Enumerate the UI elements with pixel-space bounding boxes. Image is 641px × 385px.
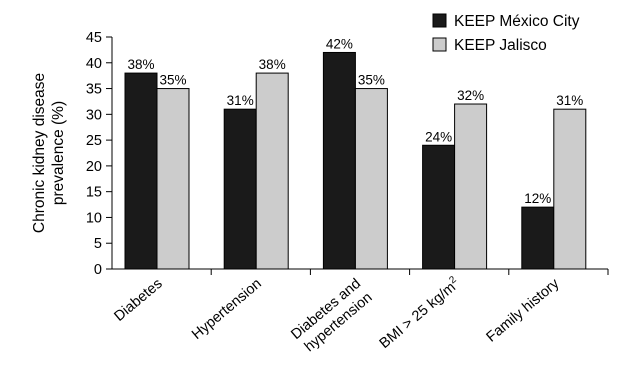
category-label-line: Hypertension — [189, 276, 265, 343]
bar-mexico-city — [223, 108, 257, 270]
y-axis: 0 5 10 15 20 25 30 35 40 45 — [86, 30, 113, 278]
y-tick-label: 15 — [86, 185, 102, 201]
legend-label: KEEP México City — [454, 13, 580, 30]
category-label-line: Family history — [484, 275, 563, 345]
y-tick-label: 40 — [86, 56, 102, 72]
data-label: 38% — [259, 57, 286, 72]
category-labels: Diabetes Hypertension Diabetes andhyperten… — [111, 274, 563, 357]
data-label: 12% — [524, 191, 551, 206]
category-label: Diabetes andhypertension — [288, 276, 375, 357]
y-tick-label: 30 — [86, 107, 102, 123]
legend-swatch — [432, 37, 447, 52]
y-axis-title-line: prevalence (%) — [50, 101, 67, 205]
category-label-line: Diabetes — [111, 276, 165, 325]
bars — [124, 51, 587, 270]
bar-jalisco — [454, 103, 488, 270]
bar-jalisco — [255, 72, 289, 270]
bar-jalisco — [156, 88, 190, 270]
data-labels: 38% 35% 31% 38% 42% 35% 24% 32% 12% 31% — [127, 36, 583, 206]
y-axis-title-text: Chronic kidney disease prevalence (%) — [31, 73, 67, 233]
category-label: Family history — [484, 275, 563, 345]
y-tick-label: 45 — [86, 30, 102, 46]
bar-mexico-city — [521, 206, 555, 270]
data-label: 31% — [227, 93, 254, 108]
y-tick-label: 35 — [86, 82, 102, 98]
data-label: 31% — [556, 93, 583, 108]
y-axis-title-line: Chronic kidney disease — [31, 73, 48, 233]
data-label: 35% — [159, 73, 186, 88]
y-tick-label: 0 — [94, 262, 102, 278]
bar-mexico-city — [322, 51, 356, 270]
data-label: 35% — [358, 73, 385, 88]
bar-jalisco — [354, 88, 388, 270]
category-label: Hypertension — [189, 276, 265, 343]
data-label: 24% — [425, 129, 452, 144]
y-tick-label: 5 — [94, 236, 102, 252]
category-label-line: BMI > 25 kg/m — [377, 279, 459, 352]
data-label: 38% — [127, 57, 154, 72]
legend: KEEP México City KEEP Jalisco — [432, 13, 580, 54]
legend-swatch — [432, 13, 447, 28]
data-label: 42% — [326, 36, 353, 51]
bar-mexico-city — [124, 72, 158, 270]
bar-mexico-city — [422, 144, 456, 270]
x-axis — [112, 268, 609, 275]
superscript: 2 — [447, 274, 459, 286]
y-tick-label: 25 — [86, 133, 102, 149]
y-tick-label: 20 — [86, 159, 102, 175]
category-label: BMI > 25 kg/m2 — [375, 274, 463, 352]
category-label: Diabetes — [111, 276, 165, 325]
legend-label: KEEP Jalisco — [454, 37, 547, 54]
y-tick-label: 10 — [86, 210, 102, 226]
data-label: 32% — [457, 88, 484, 103]
y-axis-title: Chronic kidney disease prevalence (%) — [31, 73, 67, 233]
bar-jalisco — [553, 108, 587, 270]
